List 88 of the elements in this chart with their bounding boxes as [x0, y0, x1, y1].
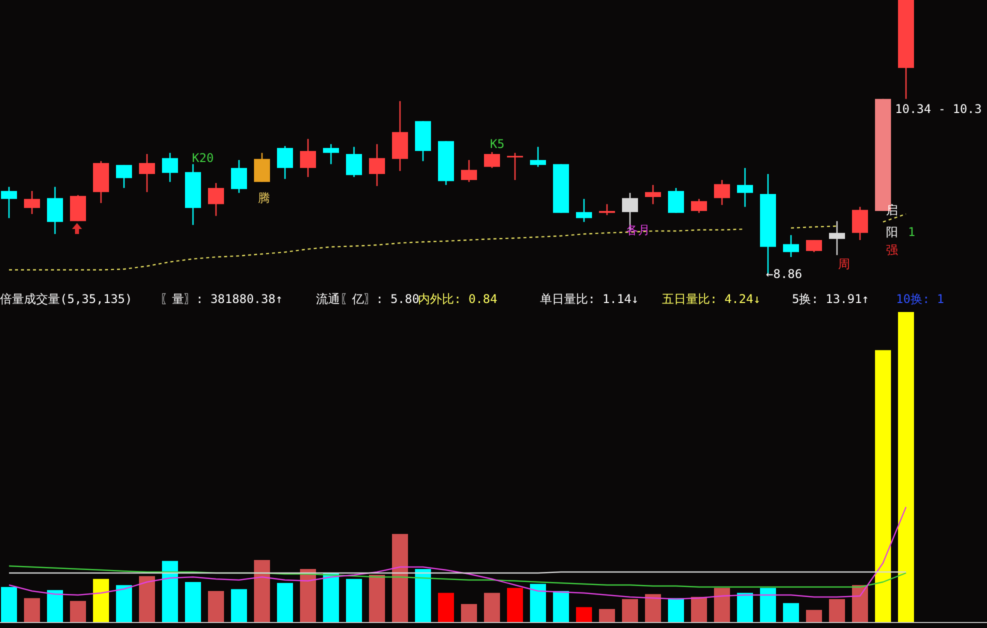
candlestick — [1, 186, 17, 219]
candlestick — [668, 187, 684, 214]
annotation: 阳 — [886, 225, 898, 239]
bar — [277, 582, 293, 622]
bar — [783, 603, 799, 622]
text: 倍量成交量(5,35,135) — [0, 292, 132, 306]
bar — [875, 350, 891, 622]
bar — [760, 588, 776, 622]
bar — [668, 598, 684, 622]
bar — [208, 591, 224, 622]
candlestick — [369, 143, 385, 187]
annotation: 启 — [886, 203, 898, 217]
candlestick — [346, 146, 362, 178]
bar — [714, 588, 730, 622]
text: 5换: 13.91↑ — [792, 292, 870, 306]
bar — [1, 586, 17, 622]
bar — [231, 589, 247, 622]
bar — [530, 584, 546, 622]
candlestick — [231, 159, 247, 194]
text: 五日量比: 4.24↓ — [662, 292, 761, 306]
bar — [300, 568, 316, 622]
candlestick — [208, 182, 224, 217]
text: 10换: 1 — [896, 292, 944, 306]
candlestick — [162, 152, 178, 183]
bar — [461, 604, 477, 622]
candlestick — [139, 153, 155, 193]
candlestick — [461, 159, 477, 183]
bar — [438, 592, 454, 622]
bar — [484, 592, 500, 622]
annotation: 腾 — [258, 191, 270, 205]
bar — [162, 560, 178, 622]
bar — [93, 578, 109, 622]
candlestick — [300, 138, 316, 178]
bar — [576, 607, 592, 622]
annotation: 周 — [838, 257, 850, 271]
candlestick — [323, 143, 339, 165]
bar — [898, 312, 914, 622]
candlestick — [599, 203, 615, 216]
bar — [24, 598, 40, 622]
bar — [599, 608, 615, 622]
bar — [185, 582, 201, 622]
candlestick — [829, 220, 845, 256]
bar — [70, 600, 86, 622]
bar — [47, 590, 63, 622]
bar — [323, 573, 339, 622]
annotation: 10.34 - 10.3 — [895, 102, 982, 116]
text: 流通〖亿〗: 5.80 — [316, 292, 420, 306]
candlestick — [24, 190, 40, 215]
bar — [806, 610, 822, 622]
candlestick — [530, 146, 546, 168]
bar — [507, 588, 523, 622]
candlestick — [852, 206, 868, 241]
bar — [645, 594, 661, 622]
candlestick — [47, 186, 63, 235]
bar — [116, 585, 132, 622]
annotation: ←8.86 — [766, 267, 802, 281]
candlestick — [254, 152, 270, 183]
bar — [622, 599, 638, 622]
candlestick — [484, 151, 500, 169]
text: 单日量比: 1.14↓ — [540, 292, 639, 306]
candlestick — [576, 198, 592, 223]
bar — [254, 560, 270, 622]
candlestick — [714, 179, 730, 206]
bar — [139, 576, 155, 622]
annotation: 1 — [908, 225, 916, 239]
annotation: K20 — [192, 151, 214, 165]
bar — [553, 591, 569, 622]
candlestick — [691, 198, 707, 214]
bar — [829, 599, 845, 622]
text: 内外比: 0.84 — [418, 292, 498, 306]
bar — [852, 585, 868, 622]
bar — [691, 596, 707, 622]
bar — [737, 592, 753, 622]
annotation: K5 — [490, 137, 504, 151]
candlestick — [507, 152, 523, 181]
candlestick — [737, 167, 753, 208]
text: 〖量〗: 381880.38↑ — [160, 292, 283, 306]
candlestick — [783, 234, 799, 258]
candlestick — [806, 239, 822, 253]
bar — [392, 534, 408, 622]
annotation: 各月 — [626, 223, 650, 237]
candlestick — [645, 184, 661, 205]
bar — [369, 574, 385, 622]
candlestick — [277, 145, 293, 180]
annotation: 强 — [886, 243, 898, 257]
bar — [415, 568, 431, 622]
bar — [346, 578, 362, 622]
candlestick — [116, 164, 132, 189]
